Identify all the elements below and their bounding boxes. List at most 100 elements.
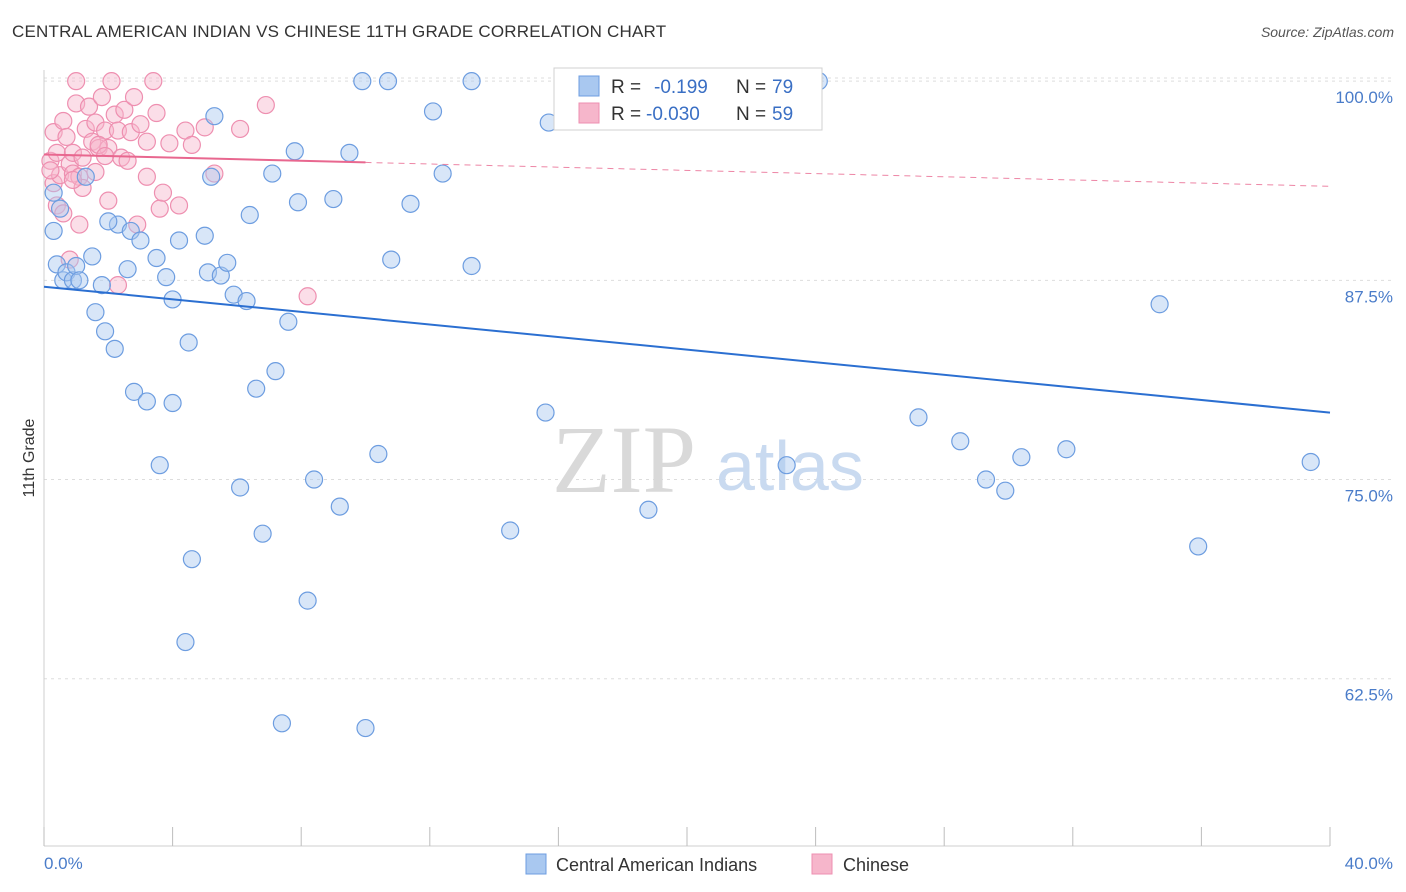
chinese-point	[63, 143, 83, 162]
stats-blue-n-label: N =	[736, 77, 766, 98]
gridlines	[44, 77, 1393, 680]
chinese-point	[102, 72, 121, 91]
chinese-point	[231, 119, 250, 139]
central-american-indian-point	[67, 256, 86, 276]
central-american-indian-point	[99, 212, 118, 231]
central-american-indian-point	[401, 194, 420, 213]
chinese-point	[147, 103, 166, 123]
y-tick-label: 100.0%	[1335, 88, 1393, 107]
stats-blue-swatch	[578, 75, 600, 97]
central-american-indian-point	[150, 456, 169, 475]
central-american-indian-point	[247, 379, 266, 398]
central-american-indian-point	[92, 276, 111, 295]
chinese-point	[115, 100, 134, 119]
trendline-chinese-extension	[365, 161, 1331, 187]
central-american-indian-point	[976, 470, 996, 489]
central-american-indian-point	[340, 143, 359, 162]
central-american-indian-point	[240, 205, 259, 225]
x-tick-label-min: 0.0%	[44, 854, 83, 873]
y-tick-label: 87.5%	[1345, 287, 1393, 306]
stats-pink-swatch	[578, 102, 600, 124]
central-american-indian-point	[83, 247, 102, 266]
stats-blue-n-value: 79	[772, 77, 793, 98]
chinese-point	[182, 135, 201, 154]
central-american-indian-point	[423, 102, 443, 121]
central-american-indian-point	[353, 72, 372, 91]
x-ticks	[43, 827, 1331, 846]
chinese-point	[298, 287, 317, 306]
central-american-indian-point	[1057, 440, 1076, 459]
central-american-indian-point	[356, 718, 375, 738]
trendline-chinese	[43, 153, 366, 164]
central-american-indian-point	[324, 189, 343, 209]
chinese-point	[89, 135, 108, 154]
central-american-indian-point	[137, 392, 156, 411]
stats-blue-r-label: R =	[611, 77, 641, 98]
stats-box: R = -0.199 N = 79 R = -0.030 N = 59	[553, 67, 823, 131]
central-american-indian-point	[124, 382, 144, 401]
stats-pink-n-value: 59	[772, 104, 793, 125]
watermark-zip: ZIP	[552, 406, 696, 513]
central-american-indian-point	[95, 322, 115, 341]
central-american-indian-point	[202, 167, 221, 186]
central-american-indian-point	[253, 524, 272, 543]
chinese-point	[54, 111, 73, 131]
central-american-indian-point	[195, 226, 214, 245]
central-american-indian-point	[76, 167, 95, 186]
central-american-indian-point	[121, 221, 140, 241]
central-american-indian-point	[1150, 295, 1169, 314]
central-american-indian-point	[1012, 448, 1031, 467]
central-american-indian-point	[118, 260, 137, 279]
legend-swatch-pink	[811, 853, 833, 875]
x-tick-label-max: 40.0%	[1345, 854, 1393, 873]
central-american-indian-point	[536, 403, 555, 422]
chinese-point	[67, 72, 86, 91]
chinese-point	[124, 87, 144, 107]
chinese-point	[86, 162, 105, 182]
stats-pink-r-label: R =	[611, 104, 641, 125]
chinese-point	[150, 199, 169, 218]
central-american-indian-point	[279, 312, 298, 331]
legend-label-blue: Central American Indians	[556, 855, 757, 875]
central-american-indian-point	[909, 408, 928, 427]
central-american-indian-point	[169, 231, 189, 250]
central-american-indian-point	[1301, 452, 1320, 472]
central-american-indian-point	[304, 470, 324, 489]
y-tick-label: 75.0%	[1345, 487, 1393, 506]
y-axis-label: 11th Grade	[21, 418, 38, 497]
central-american-indian-point	[263, 164, 282, 183]
central-american-indian-point	[147, 248, 166, 268]
legend: Central American Indians Chinese	[525, 853, 909, 875]
y-tick-label: 62.5%	[1345, 686, 1393, 705]
central-american-indian-point	[378, 72, 398, 91]
legend-label-pink: Chinese	[843, 855, 909, 875]
central-american-indian-point	[163, 393, 182, 413]
chinese-point	[118, 151, 137, 170]
chinese-point	[73, 148, 92, 167]
chinese-point	[256, 95, 275, 115]
central-american-indian-point	[86, 303, 105, 322]
trendlines	[43, 153, 1331, 414]
source-credit: Source: ZipAtlas.com	[1260, 24, 1394, 40]
central-american-indian-point	[70, 271, 89, 290]
chinese-point	[41, 161, 60, 180]
stats-pink-n-label: N =	[736, 104, 766, 125]
stats-pink-r-value: -0.030	[646, 104, 700, 125]
central-american-indian-point	[157, 268, 176, 287]
central-american-indian-point	[298, 591, 317, 610]
chinese-point	[79, 97, 99, 116]
central-american-indian-point	[433, 164, 452, 183]
central-american-indian-point	[131, 231, 150, 250]
central-american-indian-point	[218, 253, 237, 272]
central-american-indian-point	[105, 339, 124, 358]
central-american-indian-point	[382, 250, 401, 269]
chinese-point	[99, 191, 118, 210]
central-american-indian-point	[182, 550, 201, 569]
central-american-indian-point	[951, 432, 970, 451]
chinese-point	[57, 127, 76, 147]
chinese-point	[160, 134, 179, 153]
chinese-point	[70, 215, 89, 234]
trendline-central-american-indians	[43, 285, 1331, 414]
central-american-indian-point	[1189, 537, 1208, 556]
